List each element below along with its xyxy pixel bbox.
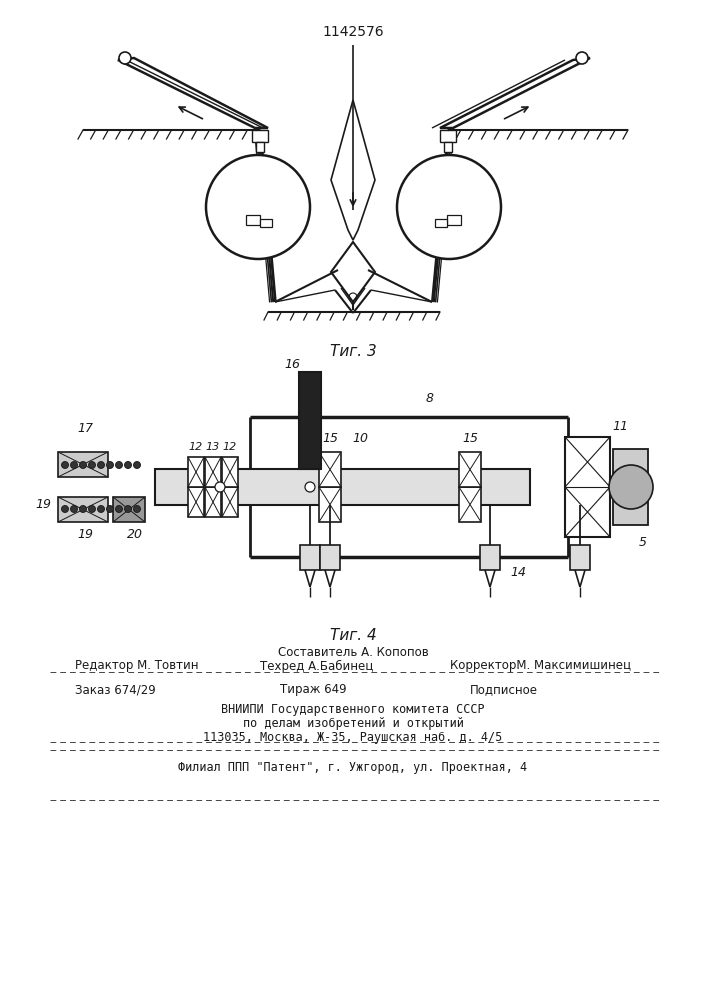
- Text: Τиг. 4: Τиг. 4: [329, 628, 376, 643]
- Circle shape: [134, 506, 141, 512]
- Bar: [613, 449, 648, 525]
- Circle shape: [124, 462, 132, 468]
- Bar: [246, 215, 260, 225]
- Bar: [188, 457, 204, 487]
- Bar: [155, 469, 530, 505]
- Bar: [570, 545, 590, 570]
- Circle shape: [79, 462, 86, 468]
- Circle shape: [397, 155, 501, 259]
- Text: Редактор М. Товтин: Редактор М. Товтин: [75, 660, 199, 672]
- Bar: [260, 219, 272, 227]
- Text: 19: 19: [35, 498, 51, 512]
- Bar: [58, 497, 108, 522]
- Circle shape: [79, 506, 86, 512]
- Bar: [205, 457, 221, 487]
- Text: 10: 10: [352, 432, 368, 446]
- Bar: [300, 545, 320, 570]
- Text: 1142576: 1142576: [322, 25, 384, 39]
- Text: 19: 19: [77, 528, 93, 542]
- Circle shape: [107, 506, 114, 512]
- Circle shape: [134, 462, 141, 468]
- Text: 14: 14: [510, 566, 526, 578]
- Circle shape: [609, 465, 653, 509]
- Text: 13: 13: [206, 442, 220, 452]
- Circle shape: [115, 506, 122, 512]
- Bar: [252, 130, 268, 142]
- Text: ВНИИПИ Государственного комитета СССР: ВНИИПИ Государственного комитета СССР: [221, 702, 485, 716]
- Bar: [188, 487, 204, 517]
- Bar: [113, 497, 145, 522]
- Text: Подписное: Подписное: [470, 684, 538, 696]
- Bar: [58, 452, 108, 477]
- Text: 15: 15: [322, 432, 338, 446]
- Text: 113035, Москва, Ж-35, Раушская наб. д. 4/5: 113035, Москва, Ж-35, Раушская наб. д. 4…: [204, 730, 503, 744]
- Text: Техред А.Бабинец: Техред А.Бабинец: [260, 659, 373, 673]
- Bar: [480, 545, 500, 570]
- Text: Тираж 649: Тираж 649: [280, 684, 346, 696]
- Bar: [447, 215, 461, 225]
- Bar: [222, 487, 238, 517]
- Circle shape: [107, 462, 114, 468]
- Circle shape: [576, 52, 588, 64]
- Text: 12: 12: [223, 442, 237, 452]
- Text: 16: 16: [284, 358, 300, 370]
- Bar: [319, 452, 341, 487]
- Bar: [205, 487, 221, 517]
- Text: 12: 12: [189, 442, 203, 452]
- Circle shape: [62, 506, 69, 512]
- Circle shape: [98, 462, 105, 468]
- Text: 17: 17: [77, 422, 93, 436]
- Text: Τиг. 3: Τиг. 3: [329, 344, 376, 360]
- Bar: [222, 457, 238, 487]
- Text: 5: 5: [639, 536, 647, 548]
- Circle shape: [124, 506, 132, 512]
- Bar: [320, 545, 340, 570]
- Circle shape: [206, 155, 310, 259]
- Bar: [565, 437, 610, 537]
- Circle shape: [71, 506, 78, 512]
- Text: Составитель А. Копопов: Составитель А. Копопов: [278, 646, 428, 658]
- Text: Заказ 674/29: Заказ 674/29: [75, 684, 156, 696]
- Text: по делам изобретений и открытий: по делам изобретений и открытий: [243, 716, 463, 730]
- Circle shape: [215, 482, 225, 492]
- Circle shape: [115, 462, 122, 468]
- Text: 11: 11: [612, 420, 628, 434]
- Circle shape: [98, 506, 105, 512]
- Bar: [459, 452, 481, 487]
- Text: Филиал ППП "Патент", г. Ужгород, ул. Проектная, 4: Филиал ППП "Патент", г. Ужгород, ул. Про…: [178, 760, 527, 774]
- Bar: [319, 487, 341, 522]
- Text: КорректорМ. Максимишинец: КорректорМ. Максимишинец: [450, 660, 631, 672]
- Circle shape: [71, 462, 78, 468]
- Bar: [459, 487, 481, 522]
- Text: 15: 15: [462, 432, 478, 446]
- Circle shape: [88, 506, 95, 512]
- Bar: [440, 130, 456, 142]
- Circle shape: [305, 482, 315, 492]
- Circle shape: [119, 52, 131, 64]
- Bar: [256, 142, 264, 152]
- Text: 8: 8: [426, 392, 434, 406]
- Bar: [444, 142, 452, 152]
- Text: 20: 20: [127, 528, 143, 542]
- Bar: [299, 372, 321, 469]
- Circle shape: [62, 462, 69, 468]
- Bar: [435, 219, 447, 227]
- Circle shape: [88, 462, 95, 468]
